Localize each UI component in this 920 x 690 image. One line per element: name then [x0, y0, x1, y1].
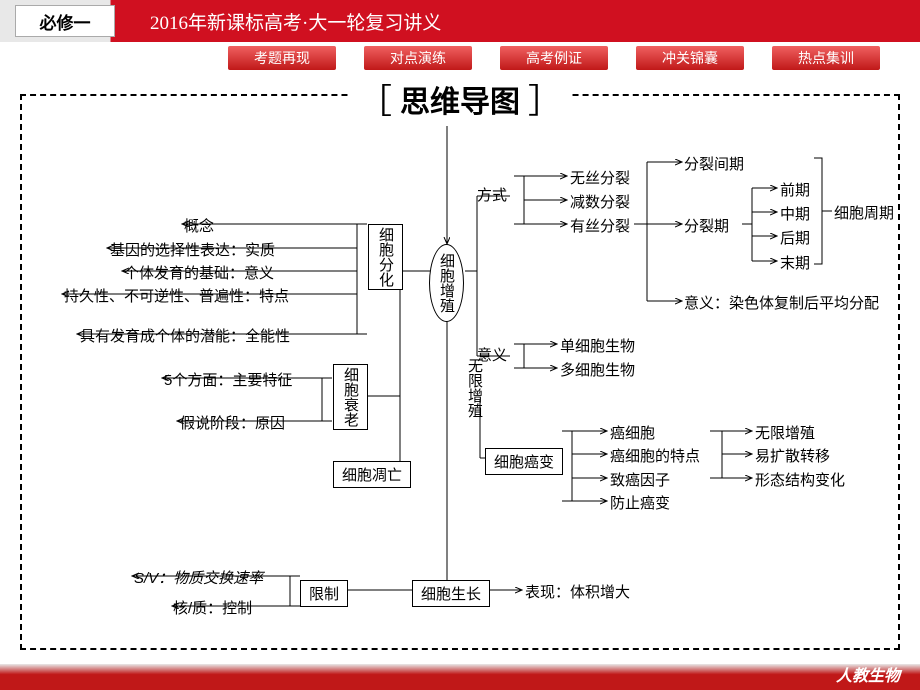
txt-r21: 表现：体积增大 [525, 581, 630, 602]
txt-l1: 概念 [184, 215, 214, 236]
txt-r14: 癌细胞 [610, 422, 655, 443]
txt-l9: 核/质：控制 [173, 597, 252, 618]
diagram-canvas: ［ 思维导图 ］ [20, 94, 900, 650]
txt-r8: 后期 [780, 227, 810, 248]
node-shuailao: 细胞衰老 [333, 364, 368, 430]
nav-bar: 考题再现 对点演练 高考例证 冲关锦囊 热点集训 [0, 42, 920, 74]
node-fenhua: 细胞分化 [368, 224, 403, 290]
label-yiyi: 意义 [477, 344, 507, 365]
bracket-right: ］ [528, 74, 562, 123]
nav-btn-2[interactable]: 高考例证 [500, 46, 608, 70]
txt-r19: 易扩散转移 [755, 445, 830, 466]
txt-l8: S/V：物质交换速率 [134, 567, 263, 588]
nav-btn-1[interactable]: 对点演练 [364, 46, 472, 70]
txt-r18: 无限增殖 [755, 422, 815, 443]
txt-r6: 前期 [780, 179, 810, 200]
txt-r16: 致癌因子 [610, 469, 670, 490]
nav-btn-4[interactable]: 热点集训 [772, 46, 880, 70]
nav-btn-0[interactable]: 考题再现 [228, 46, 336, 70]
node-xianzhi: 限制 [300, 580, 348, 607]
node-wuxian: 无限增殖 [464, 358, 485, 418]
label-fangshi: 方式 [477, 184, 507, 205]
txt-r5: 分裂期 [684, 215, 729, 236]
header-title: 2016年新课标高考·大一轮复习讲义 [150, 8, 441, 35]
txt-r3: 有丝分裂 [570, 215, 630, 236]
node-core: 细胞增殖 [429, 244, 464, 322]
txt-r17: 防止癌变 [610, 492, 670, 513]
txt-r1: 无丝分裂 [570, 167, 630, 188]
bracket-left: ［ [358, 74, 392, 123]
txt-l4: 持久性、不可逆性、普遍性：特点 [64, 285, 289, 306]
txt-l7: 假说阶段：原因 [180, 412, 285, 433]
footer: 人教生物 [0, 664, 920, 690]
title-text: 思维导图 [400, 77, 520, 121]
txt-r4: 分裂间期 [684, 153, 744, 174]
txt-l2: 基因的选择性表达：实质 [110, 239, 275, 260]
txt-r15: 癌细胞的特点 [610, 445, 700, 466]
txt-l3: 个体发育的基础：意义 [124, 262, 274, 283]
txt-r13: 多细胞生物 [560, 359, 635, 380]
course-badge: 必修一 [15, 5, 115, 37]
diagram-title: ［ 思维导图 ］ [348, 74, 572, 123]
txt-l6: 5个方面：主要特征 [164, 369, 292, 390]
txt-r2: 减数分裂 [570, 191, 630, 212]
node-diaowang: 细胞凋亡 [333, 461, 411, 488]
nav-btn-3[interactable]: 冲关锦囊 [636, 46, 744, 70]
txt-r10: 细胞周期 [834, 202, 894, 223]
header-bar: 必修一 2016年新课标高考·大一轮复习讲义 [0, 0, 920, 42]
txt-r11: 意义：染色体复制后平均分配 [684, 292, 879, 313]
txt-l5: 具有发育成个体的潜能：全能性 [80, 325, 290, 346]
node-shengzhang: 细胞生长 [412, 580, 490, 607]
txt-r20: 形态结构变化 [755, 469, 845, 490]
txt-r7: 中期 [780, 203, 810, 224]
txt-r9: 末期 [780, 252, 810, 273]
node-aibian: 细胞癌变 [485, 448, 563, 475]
txt-r12: 单细胞生物 [560, 335, 635, 356]
